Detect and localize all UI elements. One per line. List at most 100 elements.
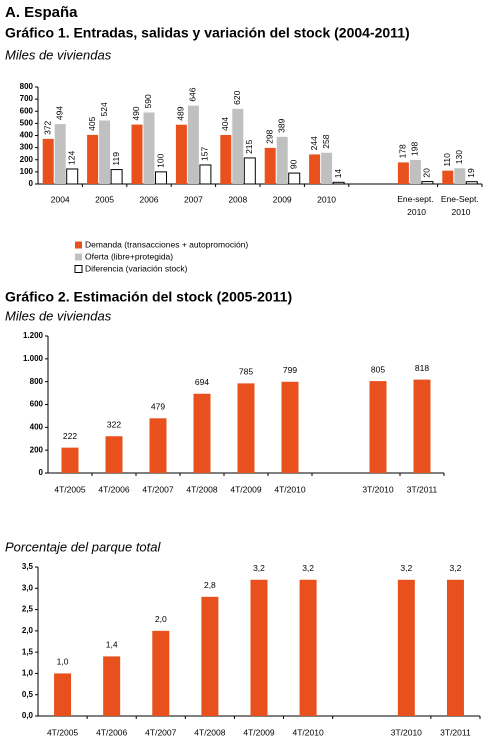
x-tick-label: 4T/2008 xyxy=(194,727,225,737)
section-title: A. España xyxy=(5,4,78,21)
x-tick-label: 2006 xyxy=(140,194,159,204)
x-tick-label: 4T/2010 xyxy=(274,484,305,494)
x-tick-label: 2008 xyxy=(228,194,247,204)
y-tick-label: 0,0 xyxy=(22,711,34,720)
x-tick-label: 4T/2006 xyxy=(98,484,129,494)
bar xyxy=(66,168,79,185)
data-label: 389 xyxy=(276,118,286,132)
bar xyxy=(421,181,434,185)
data-label: 694 xyxy=(195,377,209,387)
y-tick-label: 300 xyxy=(20,143,34,152)
data-label: 479 xyxy=(151,402,165,412)
data-label: 100 xyxy=(155,153,165,167)
chart-subtitle: Porcentaje del parque total xyxy=(5,539,161,554)
bar xyxy=(54,124,66,184)
x-tick-label: 3T/2010 xyxy=(391,727,422,737)
legend-label: Diferencia (variación stock) xyxy=(85,263,188,273)
y-tick-label: 600 xyxy=(20,106,34,115)
legend-label: Demanda (transacciones + autopromoción) xyxy=(85,239,248,249)
bar xyxy=(105,436,123,473)
bar xyxy=(175,124,187,184)
data-label: 3,2 xyxy=(302,563,314,573)
y-tick-label: 200 xyxy=(30,445,44,454)
bar xyxy=(155,171,167,185)
x-tick-label: 4T/2006 xyxy=(96,727,127,737)
data-label: 244 xyxy=(309,136,319,150)
y-tick-label: 1.000 xyxy=(23,354,44,363)
bar xyxy=(409,159,421,184)
y-tick-label: 500 xyxy=(20,118,34,127)
data-label: 2,0 xyxy=(155,614,167,624)
bar xyxy=(446,579,464,716)
bar xyxy=(110,169,123,185)
bar xyxy=(264,147,276,184)
bar xyxy=(276,136,288,184)
y-tick-label: 800 xyxy=(20,82,34,91)
data-label: 490 xyxy=(131,106,141,120)
y-tick-label: 0,5 xyxy=(22,690,34,699)
x-tick-label: 4T/2005 xyxy=(54,484,85,494)
bar xyxy=(42,138,54,184)
x-tick-label: 4T/2007 xyxy=(145,727,176,737)
data-label: 19 xyxy=(466,168,476,178)
bar xyxy=(220,135,232,184)
y-tick-label: 2,5 xyxy=(22,605,34,614)
bar xyxy=(61,447,79,473)
y-tick-label: 400 xyxy=(20,131,34,140)
data-label: 2,8 xyxy=(204,580,216,590)
bar xyxy=(143,112,155,184)
bar xyxy=(442,170,454,184)
bar xyxy=(99,120,111,184)
y-tick-label: 400 xyxy=(30,422,44,431)
x-tick-label: Ene-sept. 2010 xyxy=(397,194,433,217)
data-label: 3,2 xyxy=(253,563,265,573)
legend-swatch xyxy=(75,253,82,261)
bar xyxy=(187,105,199,184)
y-tick-label: 3,0 xyxy=(22,583,34,592)
bar xyxy=(152,630,170,716)
bar xyxy=(193,393,211,473)
chart-subtitle: Miles de viviendas xyxy=(5,47,112,62)
y-tick-label: 0 xyxy=(39,468,44,477)
y-tick-label: 1.200 xyxy=(23,331,44,340)
bar xyxy=(131,124,143,184)
data-label: 524 xyxy=(99,102,109,116)
data-label: 298 xyxy=(264,129,274,143)
data-label: 489 xyxy=(176,106,186,120)
x-tick-label: 4T/2010 xyxy=(293,727,324,737)
bar xyxy=(309,154,321,184)
bar xyxy=(397,162,409,184)
bar xyxy=(201,596,219,716)
x-tick-label: 2010 xyxy=(317,194,336,204)
x-tick-label: Ene-Sept. 2010 xyxy=(441,194,479,217)
data-label: 258 xyxy=(321,134,331,148)
data-label: 646 xyxy=(188,87,198,101)
bar xyxy=(199,164,212,185)
chart-title: Gráfico 2. Estimación del stock (2005-20… xyxy=(5,289,292,305)
y-tick-label: 700 xyxy=(20,94,34,103)
data-label: 198 xyxy=(410,142,420,156)
data-label: 805 xyxy=(371,364,385,374)
x-tick-label: 2005 xyxy=(95,194,114,204)
bar xyxy=(87,134,99,184)
y-tick-label: 1,5 xyxy=(22,647,34,656)
bar xyxy=(299,579,317,716)
y-tick-label: 100 xyxy=(20,167,34,176)
bar xyxy=(103,656,121,716)
data-label: 178 xyxy=(398,144,408,158)
data-label: 130 xyxy=(454,150,464,164)
bar xyxy=(281,381,299,473)
legend-swatch xyxy=(74,265,83,273)
data-label: 3,2 xyxy=(450,563,462,573)
bar xyxy=(397,579,415,716)
y-tick-label: 2,0 xyxy=(22,626,34,635)
y-tick-label: 600 xyxy=(30,400,44,409)
data-label: 157 xyxy=(200,147,210,161)
data-label: 322 xyxy=(107,419,121,429)
y-tick-label: 1,0 xyxy=(22,669,34,678)
data-label: 110 xyxy=(442,153,452,167)
bar xyxy=(332,181,345,185)
legend-swatch xyxy=(75,241,82,249)
